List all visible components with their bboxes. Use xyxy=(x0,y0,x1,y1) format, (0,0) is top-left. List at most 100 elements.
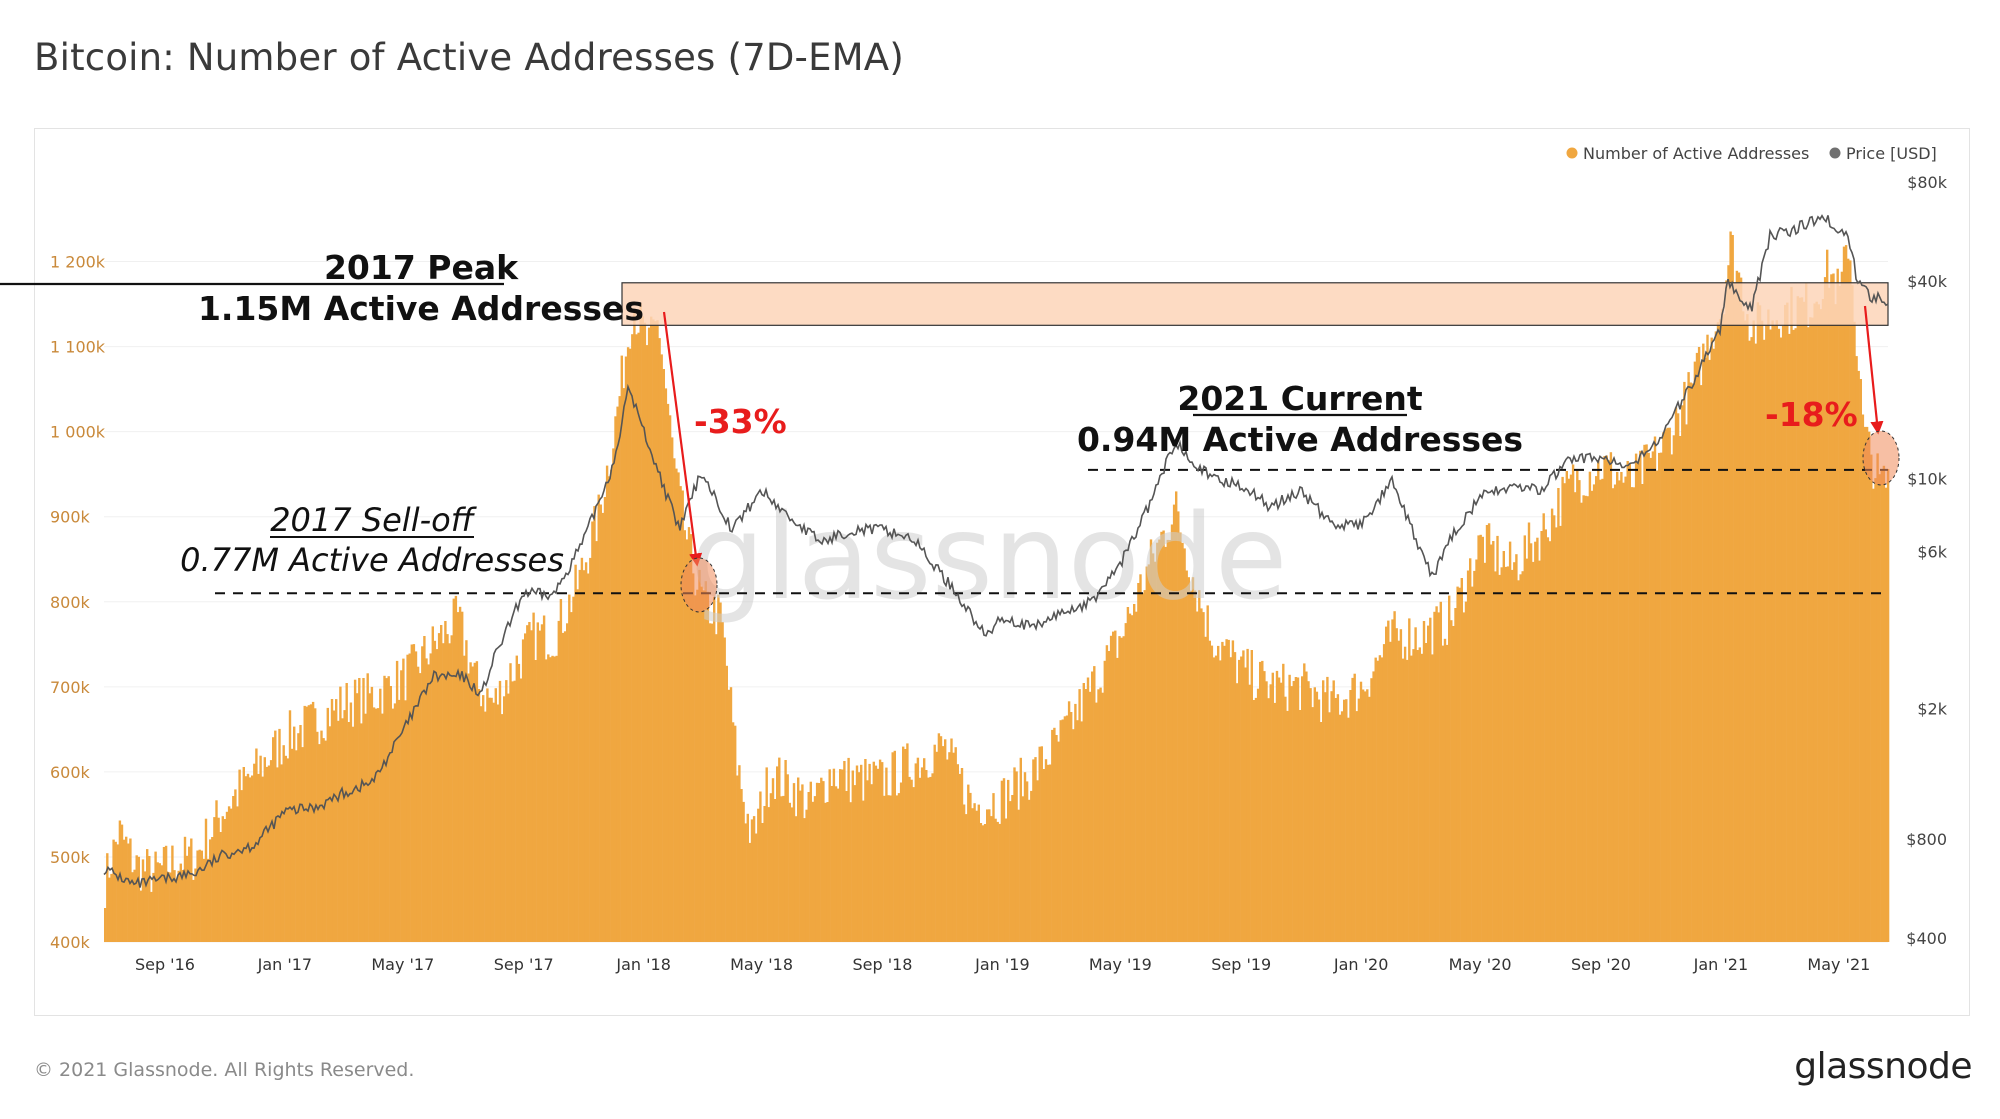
address-bar xyxy=(1044,759,1048,942)
address-bar xyxy=(1063,716,1067,942)
address-bar xyxy=(372,707,376,942)
address-bar xyxy=(1067,701,1071,942)
address-bar xyxy=(1821,299,1825,942)
address-bar xyxy=(1886,469,1890,942)
address-bar xyxy=(1731,235,1734,942)
address-bar xyxy=(1011,795,1014,942)
address-bar xyxy=(860,764,863,942)
address-bar xyxy=(908,776,911,942)
address-bar xyxy=(601,512,605,942)
address-bar xyxy=(681,490,684,942)
address-bar xyxy=(568,594,571,942)
address-bar xyxy=(950,738,953,942)
address-bar xyxy=(1563,483,1566,942)
address-bar xyxy=(311,701,315,942)
address-bar xyxy=(206,858,210,942)
address-bar xyxy=(643,322,647,942)
x-tick-label: Sep '20 xyxy=(1571,955,1631,974)
address-bar xyxy=(1878,474,1881,942)
address-bar xyxy=(465,640,468,942)
address-bar xyxy=(1393,611,1396,942)
address-bar xyxy=(1490,544,1493,942)
address-bar xyxy=(1206,605,1209,942)
address-bar xyxy=(215,800,218,942)
address-bar xyxy=(1697,347,1701,942)
address-bar xyxy=(1130,615,1134,942)
address-bar xyxy=(211,837,214,942)
address-bar xyxy=(135,855,138,942)
footer-copyright: © 2021 Glassnode. All Rights Reserved. xyxy=(34,1059,415,1081)
address-bar xyxy=(347,722,350,942)
address-bar xyxy=(1311,707,1314,942)
address-bar xyxy=(1872,488,1875,942)
address-bar xyxy=(765,767,768,942)
address-bar xyxy=(1380,657,1384,942)
address-bar xyxy=(1126,607,1130,942)
address-bar xyxy=(406,654,409,942)
address-bar xyxy=(1267,698,1270,942)
address-bar xyxy=(664,388,668,942)
address-bar xyxy=(1800,297,1804,942)
address-bar xyxy=(1498,574,1501,942)
address-bar xyxy=(723,637,726,942)
address-bar xyxy=(952,752,955,942)
address-bar xyxy=(454,595,458,942)
reference-lines xyxy=(215,468,1888,595)
address-bar xyxy=(624,356,628,942)
address-bar xyxy=(183,836,187,942)
address-bar xyxy=(1674,407,1678,942)
address-bar xyxy=(383,675,386,942)
address-bar xyxy=(1210,645,1214,942)
address-bar xyxy=(530,630,533,942)
address-bar xyxy=(704,581,707,942)
address-bar xyxy=(1830,274,1833,942)
address-bar xyxy=(1721,309,1724,943)
address-bar xyxy=(899,782,903,942)
address-bar xyxy=(164,845,168,942)
address-bar xyxy=(555,655,558,942)
address-bar xyxy=(580,557,584,942)
annotation-2017-peak: 2017 Peak 1.15M Active Addresses xyxy=(0,248,644,328)
address-bar xyxy=(526,625,529,942)
address-bar xyxy=(603,497,607,942)
address-bar xyxy=(133,869,136,942)
address-bar xyxy=(658,338,661,943)
address-bar xyxy=(824,802,827,942)
x-tick-label: May '20 xyxy=(1449,955,1512,974)
address-bar xyxy=(897,793,901,942)
address-bar xyxy=(437,633,441,942)
address-bar xyxy=(717,594,720,942)
address-bar xyxy=(547,654,550,942)
address-bar xyxy=(486,688,489,942)
address-bar xyxy=(484,711,487,942)
address-bar xyxy=(1618,480,1621,942)
address-bar xyxy=(1796,296,1799,942)
address-bar xyxy=(1555,527,1558,942)
address-bar xyxy=(496,704,500,942)
address-bar xyxy=(815,782,819,942)
address-bar xyxy=(257,773,260,942)
address-bar xyxy=(1626,461,1629,942)
address-bar xyxy=(975,810,978,942)
address-bar xyxy=(1353,673,1356,942)
address-bar xyxy=(1416,650,1419,942)
address-bar xyxy=(1259,661,1262,942)
legend-swatch-addresses xyxy=(1566,147,1578,159)
address-bar xyxy=(1784,304,1787,942)
address-bar xyxy=(1227,639,1230,942)
address-bar xyxy=(1653,436,1657,942)
address-bar xyxy=(1567,478,1571,942)
address-bar xyxy=(1823,277,1827,943)
address-bar xyxy=(1193,590,1197,942)
address-bar xyxy=(1620,472,1623,942)
address-bar xyxy=(1576,470,1579,942)
address-bar xyxy=(1229,657,1232,942)
address-bar xyxy=(675,468,678,942)
address-bar xyxy=(828,769,831,942)
address-bar xyxy=(605,465,609,942)
address-bar xyxy=(662,369,665,942)
peak-highlight-band xyxy=(621,282,1889,326)
address-bar xyxy=(402,658,405,942)
address-bar xyxy=(1691,383,1694,942)
address-bar xyxy=(1811,317,1814,943)
